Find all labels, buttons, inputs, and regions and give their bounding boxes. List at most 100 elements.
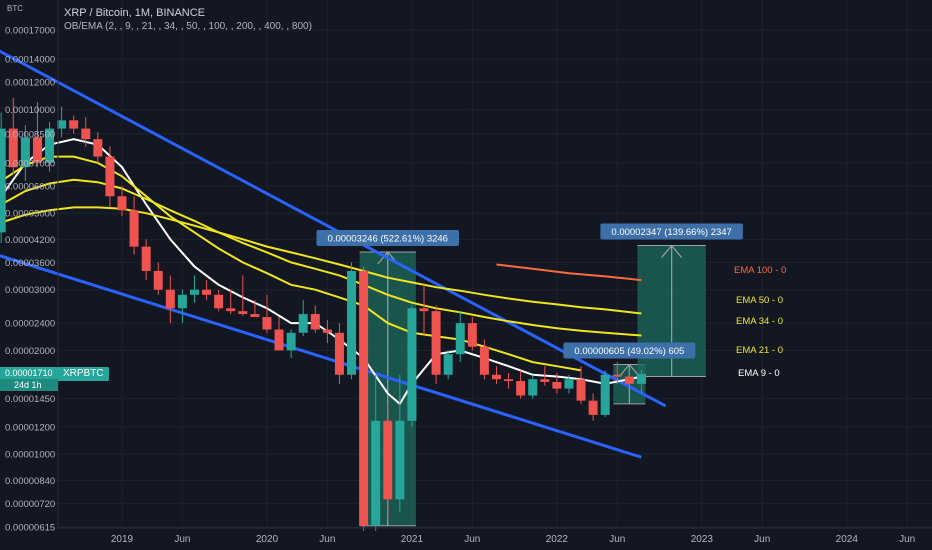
candle-body[interactable] [81, 128, 91, 140]
candle-body[interactable] [238, 311, 248, 315]
ema-label: EMA 100 - 0 [734, 265, 786, 276]
candle-body[interactable] [93, 139, 103, 157]
y-tick-label: 0.00000615 [5, 523, 55, 534]
candle-body[interactable] [310, 314, 320, 330]
candle-body[interactable] [202, 289, 212, 295]
last-price-tag: 0.00001710 [0, 367, 58, 379]
candle-body[interactable] [57, 120, 67, 129]
candle-body[interactable] [359, 270, 369, 526]
candle-body[interactable] [491, 374, 501, 380]
candle-body[interactable] [214, 294, 224, 309]
candle-body[interactable] [443, 354, 453, 375]
ema-line[interactable] [496, 263, 642, 282]
candle-body[interactable] [177, 294, 187, 309]
x-tick-label: Jun [899, 534, 915, 545]
candle-body[interactable] [20, 137, 30, 168]
candle-body[interactable] [504, 379, 514, 382]
y-tick-label: 0.00000720 [5, 499, 55, 510]
x-tick-label: 2022 [546, 534, 569, 545]
y-tick-label: 0.00005000 [5, 209, 55, 220]
candle-body[interactable] [467, 323, 477, 347]
candle-body[interactable] [274, 329, 284, 351]
x-tick-label: Jun [464, 534, 480, 545]
candle-body[interactable] [371, 420, 381, 526]
x-tick-label: 2019 [111, 534, 134, 545]
y-tick-label: 0.00001450 [5, 394, 55, 405]
x-tick-label: 2023 [691, 534, 714, 545]
y-tick-label: 0.00002400 [5, 319, 55, 330]
candle-body[interactable] [322, 329, 332, 333]
candle-body[interactable] [286, 332, 296, 351]
x-tick-label: Jun [754, 534, 770, 545]
candle-body[interactable] [141, 246, 151, 271]
symbol-title[interactable]: XRP / Bitcoin, 1M, BINANCE [64, 7, 206, 19]
x-tick-label: Jun [174, 534, 190, 545]
candle-body[interactable] [298, 314, 308, 333]
candle-body[interactable] [165, 289, 175, 309]
candle-body[interactable] [516, 381, 526, 396]
candle-body[interactable] [395, 420, 405, 500]
candle-body[interactable] [129, 210, 139, 247]
candle-body[interactable] [588, 400, 598, 415]
candle-body[interactable] [419, 308, 429, 312]
y-tick-label: 0.00003000 [5, 285, 55, 296]
candle-body[interactable] [0, 128, 6, 233]
candle-body[interactable] [624, 376, 634, 384]
y-tick-label: 0.00010000 [5, 105, 55, 116]
candle-body[interactable] [262, 317, 272, 330]
candle-body[interactable] [431, 311, 441, 375]
y-tick-label: 0.00003600 [5, 258, 55, 269]
y-tick-label: 0.00017000 [5, 26, 55, 37]
candle-body[interactable] [189, 289, 199, 295]
candle-body[interactable] [636, 373, 646, 384]
candle-body[interactable] [407, 308, 417, 421]
candle-body[interactable] [347, 270, 357, 375]
y-tick-label: 0.00006000 [5, 181, 55, 192]
measure-label-bg [316, 229, 460, 246]
ema-line[interactable] [0, 155, 582, 372]
candle-body[interactable] [552, 381, 562, 389]
candle-body[interactable] [334, 332, 344, 375]
x-tick-label: Jun [609, 534, 625, 545]
x-tick-label: 2020 [256, 534, 279, 545]
candle-body[interactable] [45, 128, 55, 163]
y-tick-label: 0.00000840 [5, 476, 55, 487]
trendline[interactable] [0, 249, 642, 459]
candle-body[interactable] [528, 379, 538, 396]
candle-body[interactable] [8, 128, 18, 168]
candle-body[interactable] [455, 323, 465, 355]
ema-label: EMA 50 - 0 [736, 295, 783, 306]
measure-label-bg [600, 223, 743, 240]
measure-zones [359, 244, 706, 527]
candle-body[interactable] [600, 374, 610, 415]
candle-body[interactable] [226, 308, 236, 312]
bar-countdown: 24d 1h [0, 379, 58, 391]
trendlines [0, 39, 667, 459]
time-axis[interactable]: 2019 Jun 2020 Jun 2021 Jun 2022 Jun 2023 Jun 2024 J… [111, 534, 915, 545]
candle-body[interactable] [250, 314, 260, 318]
candle-body[interactable] [612, 374, 622, 377]
candle-body[interactable] [105, 156, 115, 197]
symbol-tag: XRPBTC [58, 367, 109, 381]
candle-body[interactable] [576, 379, 586, 401]
measure-labels: 0.00003246 (522.61%) 3246 0.00000605 (49.… [316, 223, 743, 359]
candle-body[interactable] [383, 420, 393, 500]
trendline[interactable] [0, 39, 667, 408]
y-tick-label: 0.00007000 [5, 158, 55, 169]
currency-label: BTC [7, 4, 23, 13]
y-tick-label: 0.00008500 [5, 129, 55, 140]
candle-body[interactable] [479, 346, 489, 375]
candle-body[interactable] [540, 379, 550, 382]
y-tick-label: 0.00012000 [5, 78, 55, 89]
ema-line[interactable] [0, 178, 642, 337]
ema-line[interactable] [0, 206, 642, 315]
price-axis[interactable]: 0.00017000 0.00014000 0.00012000 0.00010000… [5, 26, 55, 534]
measure-label: 0.00002347 (139.66%) 2347 [611, 227, 731, 238]
candle-body[interactable] [564, 379, 574, 389]
indicator-legend[interactable]: OB/EMA (2, , 9, , 21, , 34, , 50, , 100,… [64, 21, 312, 32]
candle-body[interactable] [32, 137, 42, 163]
candle-body[interactable] [69, 120, 79, 129]
candle-body[interactable] [153, 270, 163, 290]
candle-body[interactable] [117, 196, 127, 211]
